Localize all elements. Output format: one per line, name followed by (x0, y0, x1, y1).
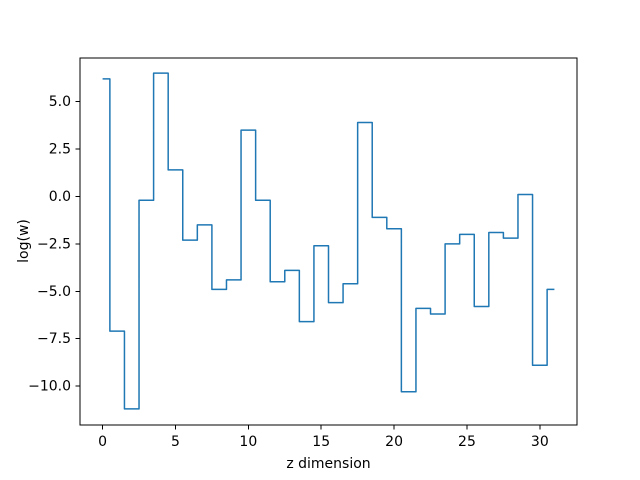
x-tick-label: 25 (458, 434, 476, 450)
x-tick-label: 30 (531, 434, 549, 450)
y-tick-label: −2.5 (37, 236, 71, 252)
y-tick-label: 5.0 (49, 94, 71, 110)
axes-box (79, 57, 578, 426)
x-tick-label: 10 (239, 434, 257, 450)
x-tick-label: 0 (98, 434, 107, 450)
y-tick-label: −5.0 (37, 284, 71, 300)
y-tick-label: −7.5 (37, 331, 71, 347)
y-tick-label: 2.5 (49, 142, 71, 158)
y-axis-label: log(w) (16, 219, 32, 263)
step-line-series (102, 72, 555, 410)
x-tick-label: 15 (312, 434, 330, 450)
y-tick-label: −10.0 (28, 379, 71, 395)
x-axis-label: z dimension (286, 456, 371, 472)
x-tick-label: 5 (171, 434, 180, 450)
x-tick-label: 20 (385, 434, 403, 450)
y-tick-label: 0.0 (49, 189, 71, 205)
